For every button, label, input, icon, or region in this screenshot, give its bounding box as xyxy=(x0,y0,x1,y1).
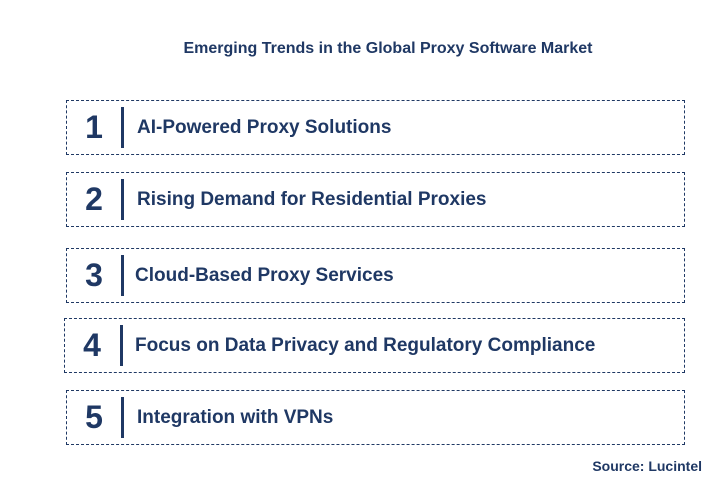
trend-divider-3 xyxy=(121,255,124,296)
trend-number-3: 3 xyxy=(85,257,103,293)
trend-label-4: Focus on Data Privacy and Regulatory Com… xyxy=(135,334,596,356)
trend-label-5: Integration with VPNs xyxy=(137,406,334,428)
trend-number-4: 4 xyxy=(83,327,101,363)
trend-label-3: Cloud-Based Proxy Services xyxy=(135,264,394,286)
trend-item-1: 1 AI-Powered Proxy Solutions xyxy=(66,100,685,155)
trend-divider-2 xyxy=(121,179,124,220)
trend-divider-4 xyxy=(120,325,123,366)
trend-number-5: 5 xyxy=(85,399,103,435)
trend-divider-1 xyxy=(121,107,124,148)
diagram-title: Emerging Trends in the Global Proxy Soft… xyxy=(183,40,593,57)
source-note: Source: Lucintel xyxy=(592,458,702,474)
trend-item-2: 2 Rising Demand for Residential Proxies xyxy=(66,172,685,227)
trend-item-5: 5 Integration with VPNs xyxy=(66,390,685,445)
trend-label-2: Rising Demand for Residential Proxies xyxy=(137,188,487,210)
trend-label-1: AI-Powered Proxy Solutions xyxy=(137,116,392,138)
trend-item-4: 4 Focus on Data Privacy and Regulatory C… xyxy=(64,318,685,373)
trend-number-2: 2 xyxy=(85,181,103,217)
trend-item-3: 3 Cloud-Based Proxy Services xyxy=(66,248,685,303)
trend-number-1: 1 xyxy=(85,109,103,145)
trend-divider-5 xyxy=(121,397,124,438)
